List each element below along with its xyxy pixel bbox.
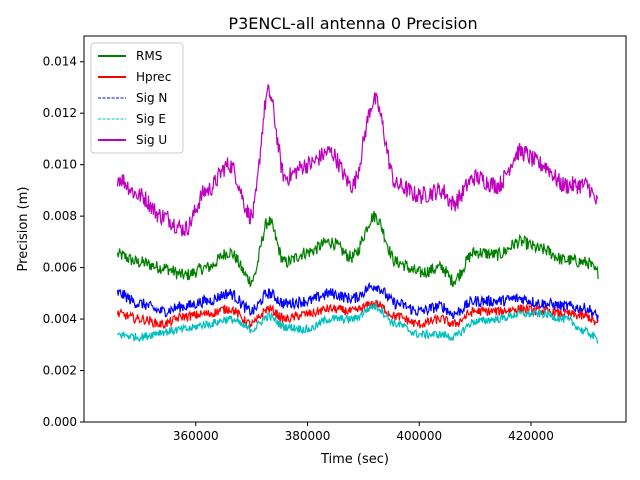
y-tick-label: 0.004 <box>43 312 77 326</box>
series-line-rms <box>116 210 599 289</box>
axes-frame <box>83 35 627 423</box>
y-tick-label: 0.014 <box>43 55 77 69</box>
y-tick-label: 0.010 <box>43 158 77 172</box>
x-axis: 360000 380000 400000 420000 <box>173 422 554 443</box>
y-tick-label: 0.008 <box>43 209 77 223</box>
y-tick-label: 0.012 <box>43 106 77 120</box>
y-tick-label: 0.006 <box>43 261 77 275</box>
legend-box <box>90 42 184 154</box>
x-axis-label: Time (sec) <box>320 452 389 467</box>
series-line-sig-e <box>117 302 599 345</box>
legend-label: Sig N <box>136 91 167 105</box>
series-line-sig-u <box>116 83 599 237</box>
legend-label: Sig U <box>136 133 167 147</box>
legend-label: RMS <box>136 49 162 63</box>
series-line-hprec <box>116 299 599 330</box>
y-tick-label: 0.002 <box>43 364 77 378</box>
plot-area: 360000 380000 400000 420000 0.000 0.002 0.004… <box>43 35 627 443</box>
legend-label: Hprec <box>136 70 171 84</box>
x-tick-label: 420000 <box>508 429 554 443</box>
y-axis: 0.000 0.002 0.004 0.006 0.008 0.010 0.012 0.014 <box>43 55 84 429</box>
series-line-sig-n <box>116 281 599 322</box>
legend-label: Sig E <box>136 112 166 126</box>
series-layer <box>116 83 599 345</box>
x-tick-label: 360000 <box>173 429 219 443</box>
y-tick-label: 0.000 <box>43 415 77 429</box>
x-tick-label: 380000 <box>285 429 331 443</box>
y-axis-label: Precision (m) <box>16 187 31 272</box>
x-tick-label: 400000 <box>396 429 442 443</box>
chart-title: P3ENCL-all antenna 0 Precision <box>228 14 477 33</box>
legend: RMS Hprec Sig N Sig E Sig U <box>90 42 184 154</box>
